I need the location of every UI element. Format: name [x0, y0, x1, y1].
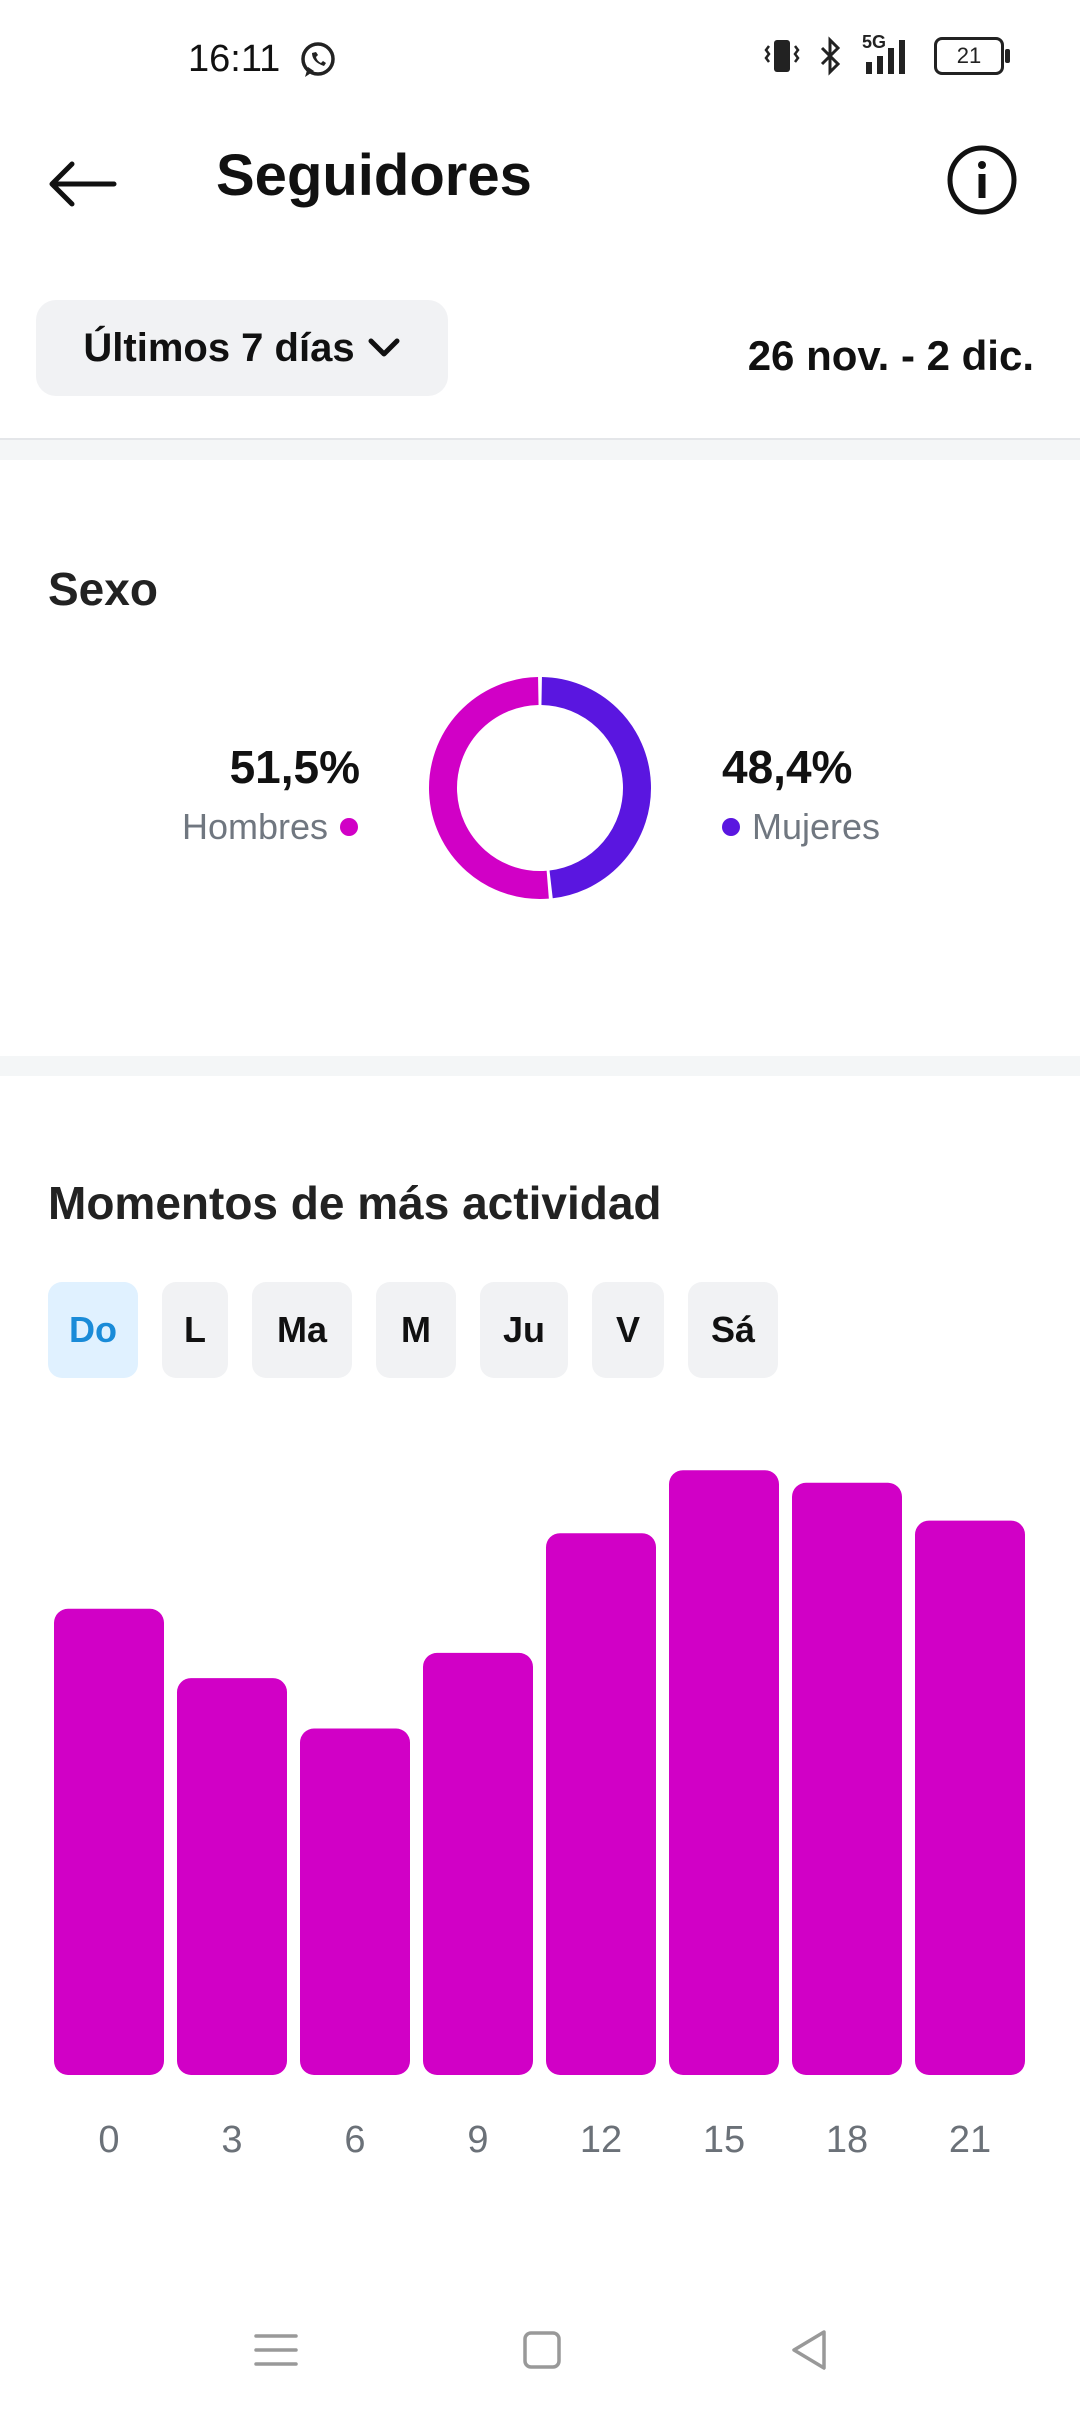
- gender-donut-chart: [429, 677, 651, 899]
- activity-bar-chart: 0 3 6 9 12 15 18 21: [54, 1470, 1025, 2161]
- info-icon: [947, 145, 1017, 215]
- section-separator: [0, 440, 1080, 460]
- activity-bar[interactable]: [300, 1728, 410, 2076]
- women-legend-label: Mujeres: [752, 806, 881, 847]
- back-button[interactable]: [44, 148, 120, 220]
- tab-day-ma[interactable]: Ma: [252, 1282, 352, 1378]
- x-tick-label: 9: [467, 2119, 488, 2161]
- gender-section-title: Sexo: [48, 563, 158, 615]
- activity-bar[interactable]: [669, 1470, 779, 2075]
- status-icons: 5G 21: [764, 32, 1010, 76]
- activity-bar[interactable]: [915, 1520, 1025, 2075]
- battery-icon: 21: [934, 37, 1010, 75]
- x-tick-label: 3: [221, 2119, 242, 2161]
- x-tick-label: 15: [703, 2119, 745, 2161]
- men-legend-dot: [340, 818, 358, 836]
- x-tick-label: 18: [826, 2119, 868, 2161]
- whatsapp-icon: [301, 42, 335, 77]
- donut-slice-hombres: [429, 677, 549, 899]
- x-tick-label: 0: [98, 2119, 119, 2161]
- section-separator: [0, 1056, 1080, 1076]
- divider: [0, 438, 1080, 440]
- status-time: 16:11: [188, 38, 281, 80]
- men-legend: Hombres: [182, 806, 358, 848]
- men-legend-label: Hombres: [181, 806, 328, 847]
- x-tick-label: 12: [580, 2119, 622, 2161]
- day-tabs: Do L Ma M Ju V Sá: [48, 1282, 778, 1378]
- women-percentage: 48,4%: [722, 741, 853, 793]
- chevron-down-icon: [368, 338, 400, 357]
- tab-day-do[interactable]: Do: [48, 1282, 138, 1378]
- tab-day-m[interactable]: M: [376, 1282, 456, 1378]
- activity-bar[interactable]: [423, 1652, 533, 2075]
- arrow-left-icon: [49, 161, 117, 207]
- bluetooth-icon: [820, 36, 841, 76]
- signal-icon: 5G: [862, 32, 916, 76]
- page-title: Seguidores: [216, 143, 532, 208]
- activity-bar[interactable]: [546, 1533, 656, 2075]
- women-legend-dot: [722, 818, 740, 836]
- men-percentage: 51,5%: [229, 741, 360, 793]
- menu-icon[interactable]: [246, 2320, 306, 2380]
- tab-day-l[interactable]: L: [162, 1282, 228, 1378]
- home-square-icon[interactable]: [512, 2320, 572, 2380]
- date-range-text: 26 nov. - 2 dic.: [747, 332, 1034, 379]
- back-triangle-icon[interactable]: [780, 2320, 840, 2380]
- tab-day-v[interactable]: V: [592, 1282, 664, 1378]
- activity-section-title: Momentos de más actividad: [48, 1177, 662, 1229]
- network-label: 5G: [862, 32, 887, 52]
- tab-day-sa[interactable]: Sá: [688, 1282, 778, 1378]
- date-range-dropdown[interactable]: Últimos 7 días: [36, 300, 448, 396]
- activity-bar[interactable]: [792, 1482, 902, 2075]
- donut-slice-mujeres: [541, 677, 651, 899]
- x-tick-label: 21: [949, 2119, 991, 2161]
- x-tick-label: 6: [344, 2119, 365, 2161]
- date-range-dropdown-label: Últimos 7 días: [83, 325, 355, 370]
- vibrate-icon: [764, 40, 800, 72]
- women-legend: Mujeres: [722, 806, 880, 848]
- activity-bar[interactable]: [177, 1678, 287, 2075]
- tab-day-ju[interactable]: Ju: [480, 1282, 568, 1378]
- info-button[interactable]: [946, 144, 1018, 216]
- activity-bar[interactable]: [54, 1608, 164, 2075]
